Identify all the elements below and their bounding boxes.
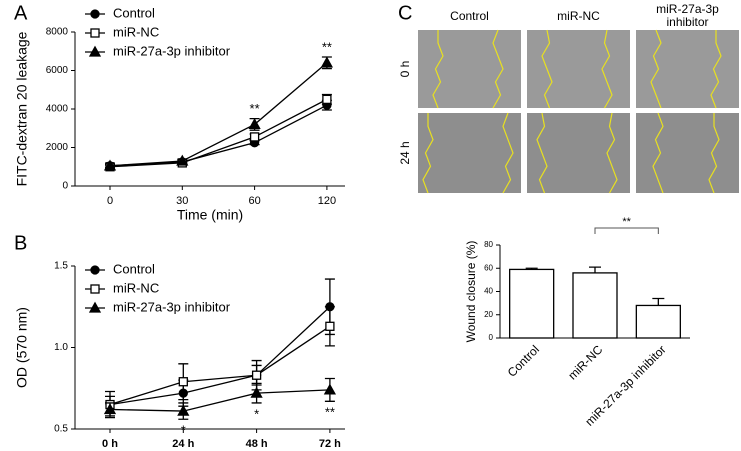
legend-label: Control [113,261,155,276]
data-point [323,383,337,395]
legend-marker [90,265,100,275]
data-point [248,118,261,130]
data-point [320,56,334,68]
legend-marker [90,28,100,38]
data-point [177,404,190,416]
wound-edge [422,113,434,194]
legend-label: miR-NC [113,24,159,39]
series-line [109,389,330,412]
bar [572,272,618,339]
series-line [109,62,328,167]
wound-edge [492,29,504,109]
x-tick-label: 0 [107,195,113,207]
wound-edge [536,112,548,194]
y-axis-title: FITC-dextran 20 leakage [14,31,30,186]
data-point [251,370,262,380]
x-tick-label: 120 [318,195,336,207]
x-tick-label: 24 h [172,438,194,450]
x-tick-label: miR-NC [565,342,605,382]
column-label: miR-27a-3p inhibitor [656,2,719,29]
data-point [325,321,335,331]
wound-edge [708,113,720,194]
y-tick-label: 40 [484,287,493,296]
wound-edge [432,30,444,109]
y-tick-label: 1.0 [54,342,68,353]
y-tick-label: 0.5 [54,424,68,435]
x-tick-label: 48 h [246,438,268,450]
wound-edge [606,112,618,194]
x-tick-label: Control [505,342,542,379]
annotation: * [254,406,259,421]
y-tick-label: 80 [484,240,493,249]
wound-image [636,113,739,193]
data-point [103,403,117,415]
y-tick-label: 6000 [46,65,69,76]
row-label: 24 h [398,141,412,164]
x-axis-title: Time (min) [177,207,243,223]
column-label: Control [450,8,489,23]
significance-bracket [594,227,659,234]
y-axis-title: Wound closure (%) [464,241,478,343]
y-axis-title: OD (570 nm) [14,307,30,388]
x-tick-label: 0 h [102,438,118,450]
series-line [109,98,328,168]
wound-edge [650,29,662,109]
wound-image [527,30,630,108]
panel-label: C [398,2,412,24]
annotation: ** [325,405,335,420]
legend-marker [88,301,102,313]
annotation: ** [250,101,260,116]
y-tick-label: 0 [62,181,68,192]
legend-label: miR-NC [113,280,159,295]
wound-edge [541,29,553,109]
data-point [322,94,332,105]
wound-image [418,113,521,193]
y-tick-label: 8000 [46,27,69,38]
wound-image [636,30,739,108]
data-point [178,377,188,387]
panel-label: A [14,2,28,24]
y-tick-label: 20 [484,310,493,319]
column-label: miR-NC [557,8,600,23]
wound-edge [502,112,514,194]
data-point [103,159,117,171]
y-tick-label: 60 [484,263,493,272]
wound-edge [652,112,664,194]
legend-marker [90,9,100,19]
x-tick-label: 72 h [319,438,341,450]
legend-marker [90,284,100,294]
series-line [109,325,331,406]
data-point [249,132,260,142]
y-tick-label: 2000 [46,142,69,153]
error-bar [652,297,665,306]
y-tick-label: 4000 [46,104,69,115]
y-tick-label: 0 [489,333,494,342]
significance-label: ** [622,216,631,228]
bar [509,268,555,339]
bar [635,304,681,339]
legend-label: miR-27a-3p inhibitor [113,299,231,314]
x-tick-label: 30 [176,195,188,207]
legend-marker [88,45,102,57]
wound-edge [601,29,613,109]
row-label: 0 h [398,61,412,78]
annotation: * [181,423,186,438]
series-line [109,104,328,167]
annotation: ** [322,39,332,54]
x-tick-label: 60 [248,195,260,207]
y-tick-label: 1.5 [54,261,68,272]
data-point [250,386,263,398]
series-line [109,306,331,406]
error-bar [589,266,601,273]
wound-edge [710,30,722,109]
legend-label: Control [113,5,155,20]
panel-label: B [14,232,27,254]
data-point [176,154,189,166]
legend-label: miR-27a-3p inhibitor [113,43,231,58]
